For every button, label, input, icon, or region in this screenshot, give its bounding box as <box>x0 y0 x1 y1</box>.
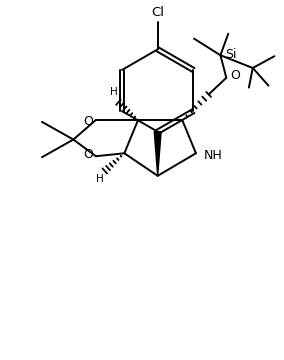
Text: H: H <box>110 87 118 98</box>
Text: O: O <box>83 148 93 161</box>
Text: O: O <box>83 116 93 129</box>
Text: H: H <box>96 174 104 184</box>
Text: Si: Si <box>225 48 237 61</box>
Text: Cl: Cl <box>151 6 164 19</box>
Text: O: O <box>230 69 240 82</box>
Text: NH: NH <box>204 149 223 162</box>
Polygon shape <box>154 132 161 176</box>
